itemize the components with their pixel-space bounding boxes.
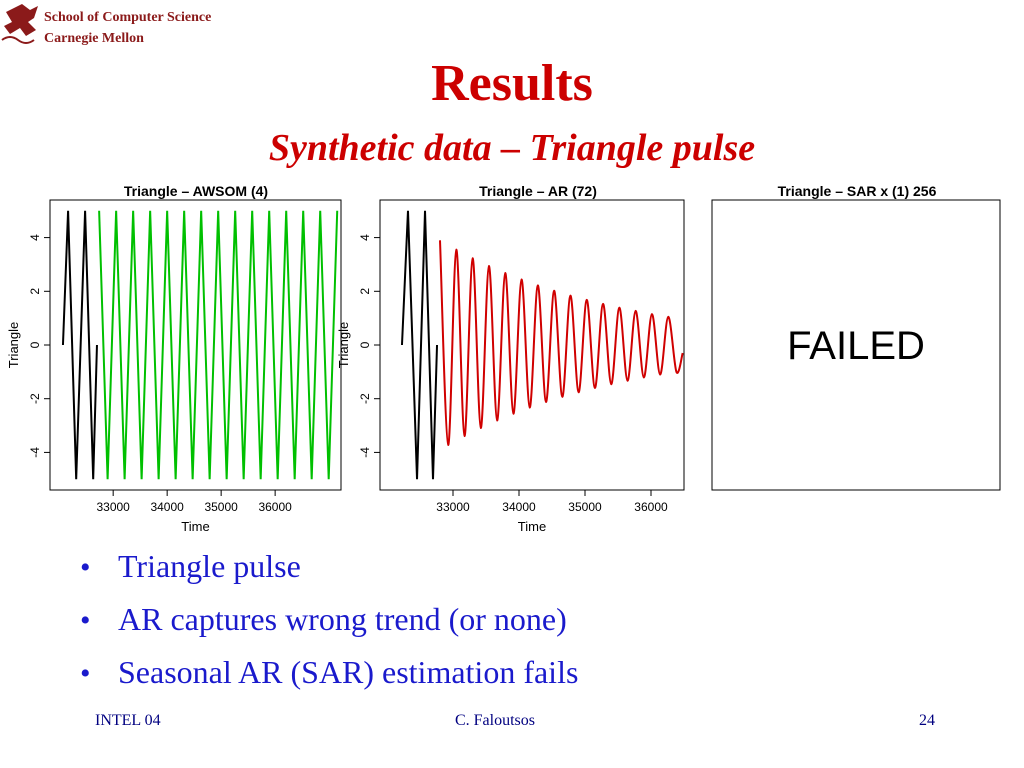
y-tick-label: -4 (358, 447, 372, 458)
logo-tail (1, 36, 35, 44)
bullet-dot: • (80, 604, 91, 637)
university-name: Carnegie Mellon (44, 31, 144, 46)
series-line (438, 240, 684, 446)
bullet-text: AR captures wrong trend (or none) (118, 601, 567, 637)
x-axis-label: Time (518, 519, 546, 534)
bullet-dot: • (80, 657, 91, 690)
x-tick-label: 35000 (204, 500, 238, 514)
footer-center: C. Faloutsos (455, 712, 535, 729)
x-tick-label: 33000 (436, 500, 470, 514)
logo-griffin (4, 4, 38, 36)
bullet-dot: • (80, 551, 91, 584)
chart-panel: Triangle – AR (72) 33000 34000 35000 36000 -4… (336, 183, 685, 534)
footer-left: INTEL 04 (95, 712, 161, 729)
bullet-list: • Triangle pulse • AR captures wrong trend … (80, 548, 578, 690)
x-tick-label: 34000 (502, 500, 536, 514)
series-line (400, 210, 439, 480)
footer-right: 24 (919, 712, 935, 729)
chart-title: Triangle – SAR x (1) 256 (778, 183, 937, 199)
series-line (61, 210, 98, 480)
x-tick-label: 36000 (634, 500, 668, 514)
y-tick-label: 2 (28, 288, 42, 295)
y-axis-label: Triangle (336, 322, 351, 368)
failed-message: FAILED (787, 324, 925, 368)
x-tick-label: 33000 (96, 500, 130, 514)
x-tick-label: 36000 (258, 500, 292, 514)
y-tick-label: -2 (358, 393, 372, 404)
x-tick-label: 35000 (568, 500, 602, 514)
chart-title: Triangle – AWSOM (4) (124, 183, 268, 199)
x-axis-label: Time (181, 519, 209, 534)
bullet-text: Seasonal AR (SAR) estimation fails (118, 654, 578, 690)
series-line (98, 210, 339, 480)
slide-subtitle: Synthetic data – Triangle pulse (269, 127, 755, 169)
chart-title: Triangle – AR (72) (479, 183, 597, 199)
y-tick-label: -4 (28, 447, 42, 458)
chart-panel: Triangle – SAR x (1) 256 FAILED (711, 183, 1001, 491)
y-tick-label: 0 (28, 341, 42, 348)
bullet-text: Triangle pulse (118, 548, 301, 584)
charts: Triangle – AWSOM (4) 33000 34000 35000 36000… (6, 183, 1001, 534)
y-axis-label: Triangle (6, 322, 21, 368)
y-tick-label: 4 (358, 234, 372, 241)
y-tick-label: 4 (28, 234, 42, 241)
slide-title: Results (431, 55, 593, 112)
x-tick-label: 34000 (150, 500, 184, 514)
chart-panel: Triangle – AWSOM (4) 33000 34000 35000 36000… (6, 183, 342, 534)
y-tick-label: 2 (358, 288, 372, 295)
plot-frame (711, 199, 1001, 491)
y-tick-label: 0 (358, 341, 372, 348)
school-name: School of Computer Science (44, 10, 211, 25)
y-tick-label: -2 (28, 393, 42, 404)
logo (1, 4, 38, 44)
